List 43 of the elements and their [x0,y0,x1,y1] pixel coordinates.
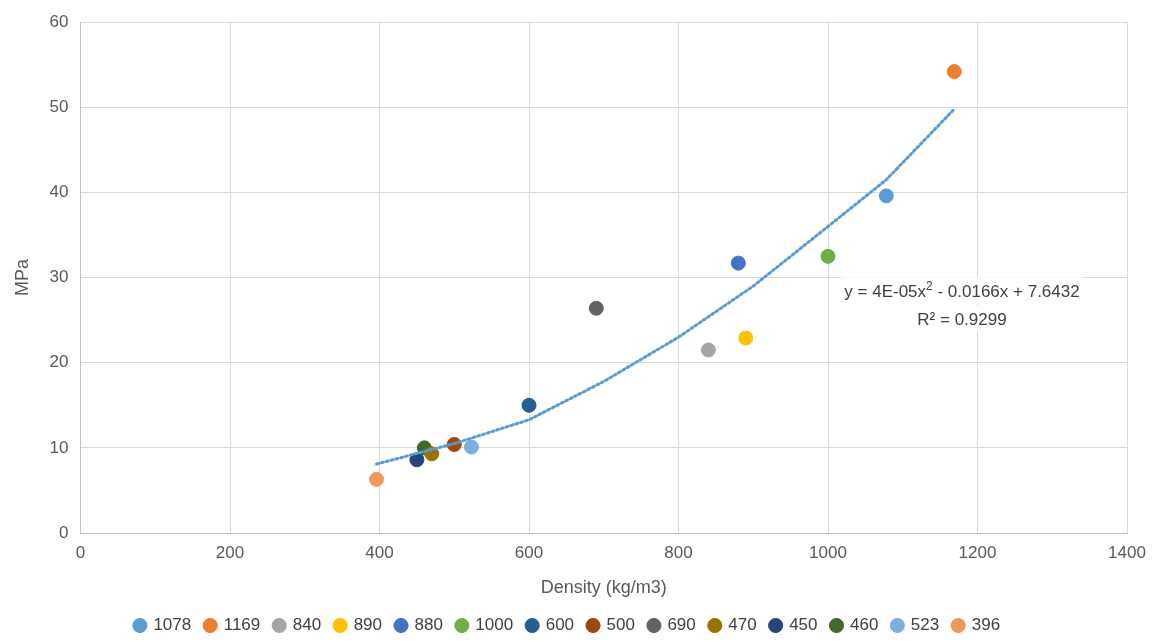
legend-label: 600 [545,615,575,635]
point [369,471,385,487]
point [878,188,894,204]
x-tick-label: 1200 [958,542,997,562]
x-tick-label: 400 [365,542,394,562]
point [738,330,754,346]
y-tick-label: 60 [49,11,69,31]
x-tick-label: 800 [664,542,693,562]
legend-label: 470 [728,615,757,635]
legend-label: 690 [667,615,696,635]
x-tick-label: 600 [514,542,544,562]
y-tick-label: 0 [59,522,69,542]
legend-label: 1078 [153,615,192,635]
legend-label: 840 [292,615,322,635]
y-tick-label: 50 [49,97,69,117]
x-axis-title: Density (kg/m3) [540,577,667,598]
point [820,248,836,264]
x-tick-label: 1000 [809,542,847,562]
y-tick-label: 10 [49,437,69,457]
point [409,452,425,468]
legend-label: 500 [606,615,635,635]
point [463,439,479,455]
y-tick-label: 30 [49,267,69,287]
legend-label: 1169 [223,615,261,635]
y-tick-label: 20 [49,352,69,372]
annotation: R² = 0.9299 [917,310,1007,330]
y-axis-title: MPa [11,258,32,297]
point [730,255,746,271]
point [946,64,962,80]
y-tick-label: 40 [49,182,69,202]
point [588,300,604,316]
legend-label: 460 [850,615,879,635]
legend-label: 1000 [475,615,514,635]
x-tick-label: 200 [215,542,245,562]
point [521,397,537,413]
legend-label: 890 [353,615,383,635]
x-tick-label: 1400 [1108,542,1146,562]
legend-label: 880 [414,615,443,635]
legend-label: 396 [971,615,1001,635]
legend-label: 450 [789,615,818,635]
legend-label: 523 [910,615,940,635]
x-tick-label: 0 [75,542,86,562]
point [700,342,716,358]
